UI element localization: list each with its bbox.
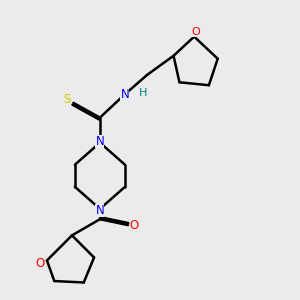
Text: N: N [96, 204, 104, 217]
Text: H: H [139, 88, 147, 98]
Text: O: O [130, 219, 139, 232]
Text: N: N [96, 135, 104, 148]
Text: O: O [35, 257, 44, 270]
Text: N: N [121, 88, 129, 100]
Text: O: O [191, 27, 200, 37]
Text: S: S [63, 93, 71, 106]
